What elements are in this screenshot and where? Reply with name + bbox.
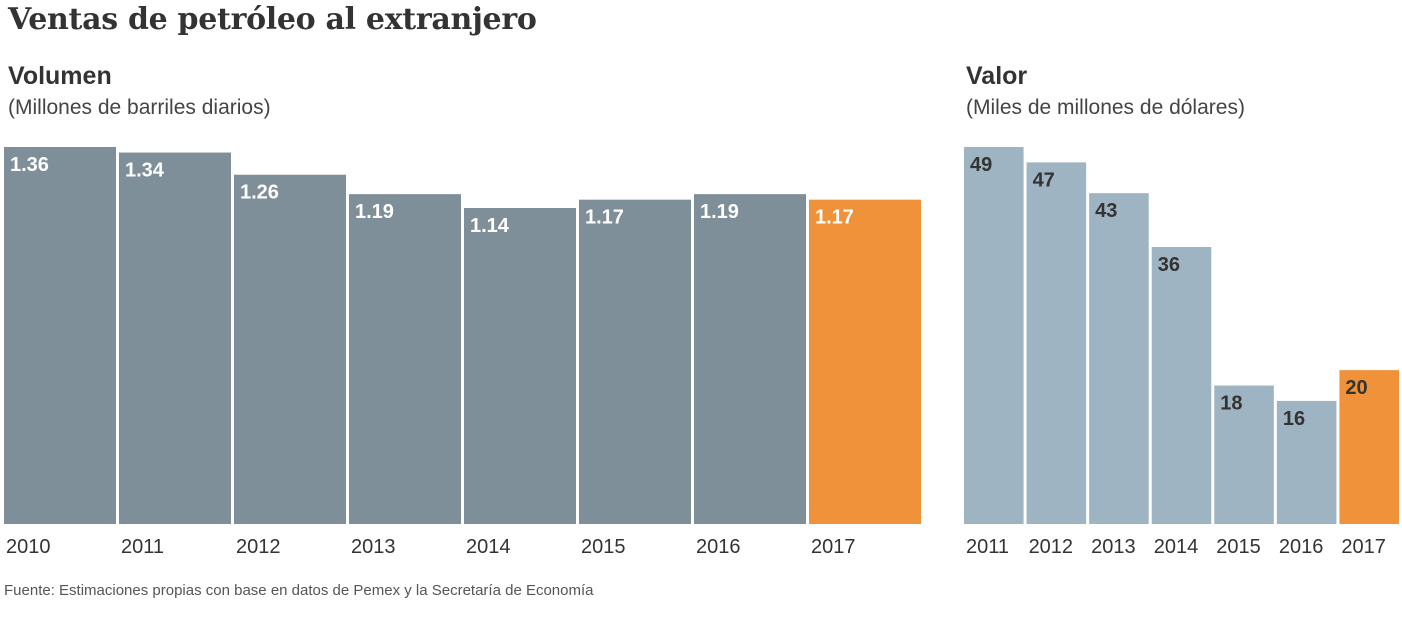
tick-label-2016: 2016 bbox=[696, 536, 741, 558]
data-label-2014: 1.14 bbox=[470, 215, 510, 237]
tick-label-2012: 2012 bbox=[236, 536, 281, 558]
tick-label-2011: 2011 bbox=[121, 536, 164, 558]
bar-2012 bbox=[1026, 162, 1087, 524]
data-label-2011: 1.34 bbox=[125, 160, 165, 182]
bar-2015 bbox=[1214, 385, 1274, 524]
tick-label-2014: 2014 bbox=[466, 536, 511, 558]
value-panel-title: Valor bbox=[966, 62, 1028, 90]
data-label-2011: 49 bbox=[970, 154, 992, 176]
data-label-2013: 43 bbox=[1095, 200, 1117, 222]
tick-label-2010: 2010 bbox=[6, 536, 51, 558]
bar-2017 bbox=[1339, 370, 1399, 524]
data-label-2017: 1.17 bbox=[815, 207, 854, 229]
tick-label-2016: 2016 bbox=[1279, 536, 1324, 558]
data-label-2015: 18 bbox=[1220, 393, 1242, 415]
tick-label-2014: 2014 bbox=[1154, 536, 1199, 558]
value-bar-chart: 49 2011 47 2012 43 2013 36 2014 18 2015 16 2016 20 20… bbox=[964, 147, 1399, 558]
bar-2017 bbox=[809, 199, 921, 524]
volume-bar-chart: 1.36 2010 1.34 2011 1.26 2012 1.19 2013 1.14 2014… bbox=[4, 147, 921, 558]
bar-2015 bbox=[579, 199, 691, 524]
bar-2012 bbox=[234, 174, 346, 524]
data-label-2017: 20 bbox=[1345, 377, 1367, 399]
data-label-2012: 1.26 bbox=[240, 182, 279, 204]
data-label-2010: 1.36 bbox=[10, 154, 49, 176]
source-note: Fuente: Estimaciones propias con base en… bbox=[4, 582, 594, 599]
bar-2011 bbox=[964, 147, 1024, 524]
tick-label-2015: 2015 bbox=[1216, 536, 1261, 558]
bar-2013 bbox=[349, 194, 461, 524]
bar-2016 bbox=[694, 194, 806, 524]
tick-label-2013: 2013 bbox=[351, 536, 396, 558]
data-label-2015: 1.17 bbox=[585, 207, 624, 229]
tick-label-2017: 2017 bbox=[1341, 536, 1386, 558]
volume-panel-title: Volumen bbox=[8, 62, 112, 90]
tick-label-2015: 2015 bbox=[581, 536, 626, 558]
tick-label-2012: 2012 bbox=[1029, 536, 1074, 558]
bar-2013 bbox=[1089, 193, 1149, 524]
chart-title: Ventas de petróleo al extranjero bbox=[8, 2, 537, 37]
data-label-2013: 1.19 bbox=[355, 201, 394, 223]
data-label-2016: 1.19 bbox=[700, 201, 739, 223]
bar-2014 bbox=[464, 207, 576, 524]
volume-panel-subtitle: (Millones de barriles diarios) bbox=[8, 96, 271, 119]
tick-label-2011: 2011 bbox=[966, 536, 1009, 558]
data-label-2014: 36 bbox=[1158, 254, 1180, 276]
value-panel-subtitle: (Miles de millones de dólares) bbox=[966, 96, 1245, 119]
tick-label-2017: 2017 bbox=[811, 536, 856, 558]
bar-2016 bbox=[1276, 400, 1337, 524]
bar-2014 bbox=[1151, 247, 1212, 525]
data-label-2012: 47 bbox=[1033, 169, 1055, 191]
data-label-2016: 16 bbox=[1283, 408, 1305, 430]
bar-2010 bbox=[4, 147, 116, 524]
tick-label-2013: 2013 bbox=[1091, 536, 1136, 558]
bar-2011 bbox=[119, 152, 231, 524]
